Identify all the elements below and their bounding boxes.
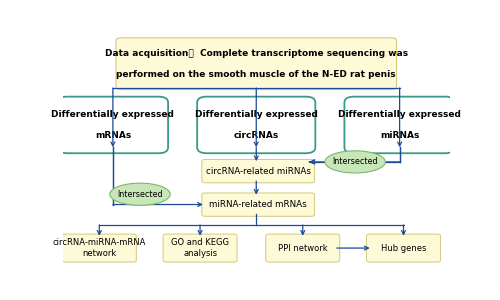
Ellipse shape — [325, 151, 386, 173]
FancyBboxPatch shape — [344, 97, 455, 153]
FancyBboxPatch shape — [366, 234, 440, 262]
Text: circRNA-miRNA-mRNA
network: circRNA-miRNA-mRNA network — [52, 238, 146, 258]
Text: Differentially expressed

circRNAs: Differentially expressed circRNAs — [195, 110, 318, 140]
FancyBboxPatch shape — [266, 234, 340, 262]
FancyBboxPatch shape — [58, 97, 168, 153]
Text: Hub genes: Hub genes — [381, 244, 426, 253]
FancyBboxPatch shape — [202, 193, 314, 216]
Text: Intersected: Intersected — [332, 158, 378, 166]
Text: circRNA-related miRNAs: circRNA-related miRNAs — [206, 167, 310, 176]
Text: Data acquisition：  Complete transcriptome sequencing was

performed on the smoot: Data acquisition： Complete transcriptome… — [104, 49, 408, 79]
Text: Differentially expressed

miRNAs: Differentially expressed miRNAs — [338, 110, 461, 140]
Text: PPI network: PPI network — [278, 244, 328, 253]
Text: miRNA-related mRNAs: miRNA-related mRNAs — [210, 200, 307, 209]
Text: Intersected: Intersected — [117, 190, 163, 199]
FancyBboxPatch shape — [202, 160, 314, 183]
FancyBboxPatch shape — [163, 234, 237, 262]
Text: Differentially expressed

mRNAs: Differentially expressed mRNAs — [52, 110, 174, 140]
Text: GO and KEGG
analysis: GO and KEGG analysis — [171, 238, 229, 258]
Ellipse shape — [110, 183, 170, 205]
FancyBboxPatch shape — [197, 97, 316, 153]
FancyBboxPatch shape — [116, 38, 396, 90]
FancyBboxPatch shape — [62, 234, 136, 262]
